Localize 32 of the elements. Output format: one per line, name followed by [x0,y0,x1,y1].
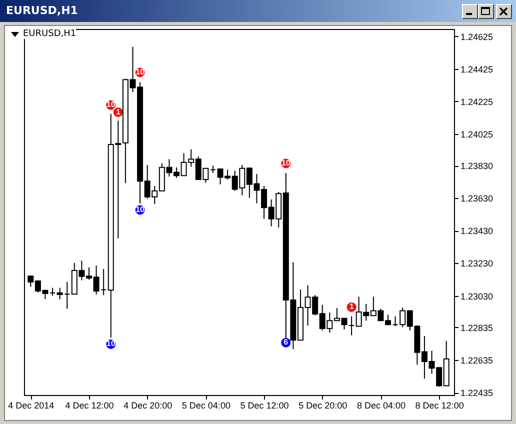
y-tick-label: 1.22635 [460,356,494,366]
series-label: 1 [349,302,354,312]
series-label: 10 [136,204,146,214]
x-tick-label: 8 Dec 12:00 [415,400,464,410]
x-tick-label: 8 Dec 04:00 [356,400,406,410]
candlestick [348,316,355,336]
y-tick-label: 1.23830 [460,161,494,172]
x-tick-label: 4 Dec 2014 [8,400,54,410]
x-tick-label: 4 Dec 20:00 [124,400,172,410]
x-tick-label: 4 Dec 12:00 [65,400,114,410]
series-label: 10 [106,100,116,110]
series-label: 10 [106,339,116,348]
series-label: 10 [136,67,146,76]
y-tick-label: 1.24225 [460,96,494,107]
x-tick-label: 5 Dec 12:00 [240,400,289,410]
y-tick-label: 1.23030 [460,291,494,302]
candlestick [210,165,216,174]
chart-subtitle: EURUSD,H1 [23,29,76,39]
series-label: 6 [284,338,289,347]
y-tick-label: 1.22835 [460,322,494,333]
x-tick-label: 5 Dec 04:00 [182,400,230,410]
series-label: 1 [116,107,121,116]
y-tick-label: 1.22435 [460,388,494,398]
y-tick-label: 1.24025 [460,129,494,140]
chart-title: EURUSD,H1 [6,4,78,17]
y-tick-label: 1.23630 [460,194,494,204]
y-tick-label: 1.23230 [460,258,494,269]
y-tick-label: 1.24625 [460,32,494,42]
series-label: 10 [281,158,291,168]
x-tick-label: 5 Dec 20:00 [298,400,348,410]
y-tick-label: 1.24425 [460,64,494,74]
y-tick-label: 1.23430 [460,226,494,236]
